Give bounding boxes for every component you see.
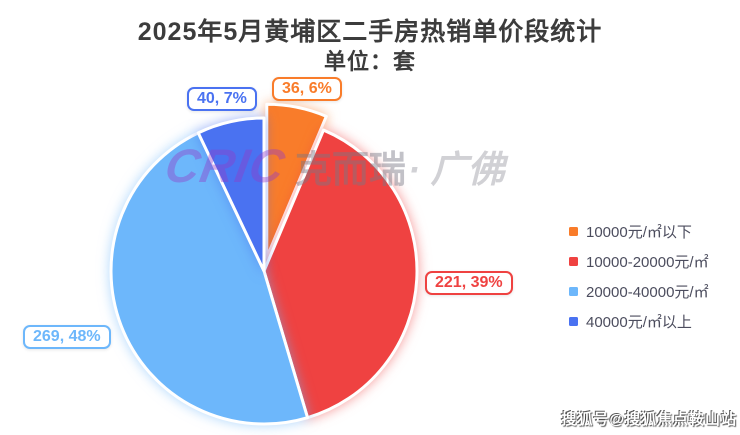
chart-title: 2025年5月黄埔区二手房热销单价段统计: [137, 18, 603, 46]
data-label-10000-20000: 221, 39%: [425, 271, 513, 295]
legend-item-2[interactable]: 20000-40000元/㎡: [569, 276, 709, 306]
legend-item-label: 20000-40000元/㎡: [586, 283, 709, 301]
legend-item-label: 10000元/㎡以下: [586, 223, 692, 241]
legend-item-label: 10000-20000元/㎡: [586, 253, 709, 271]
legend-item-0[interactable]: 10000元/㎡以下: [569, 216, 709, 246]
chart-subtitle: 单位：套: [323, 49, 416, 74]
legend-swatch-icon: [569, 256, 578, 266]
data-label-under-10000: 36, 6%: [272, 77, 342, 101]
pie-slice-0[interactable]: [265, 102, 328, 259]
legend-swatch-icon: [569, 316, 578, 326]
legend-item-label: 40000元/㎡以上: [586, 313, 692, 331]
legend-item-3[interactable]: 40000元/㎡以上: [569, 306, 709, 336]
pie-slice-1[interactable]: [262, 128, 419, 420]
legend-swatch-icon: [569, 226, 578, 236]
data-label-over-40000: 40, 7%: [187, 87, 257, 111]
legend: 10000元/㎡以下 10000-20000元/㎡ 20000-40000元/㎡ 40…: [569, 216, 709, 336]
data-label-20000-40000: 269, 48%: [23, 325, 111, 349]
pie-slice-2[interactable]: [109, 131, 310, 426]
pie-slice-3[interactable]: [196, 116, 266, 273]
legend-item-1[interactable]: 10000-20000元/㎡: [569, 246, 709, 276]
legend-swatch-icon: [569, 286, 578, 296]
